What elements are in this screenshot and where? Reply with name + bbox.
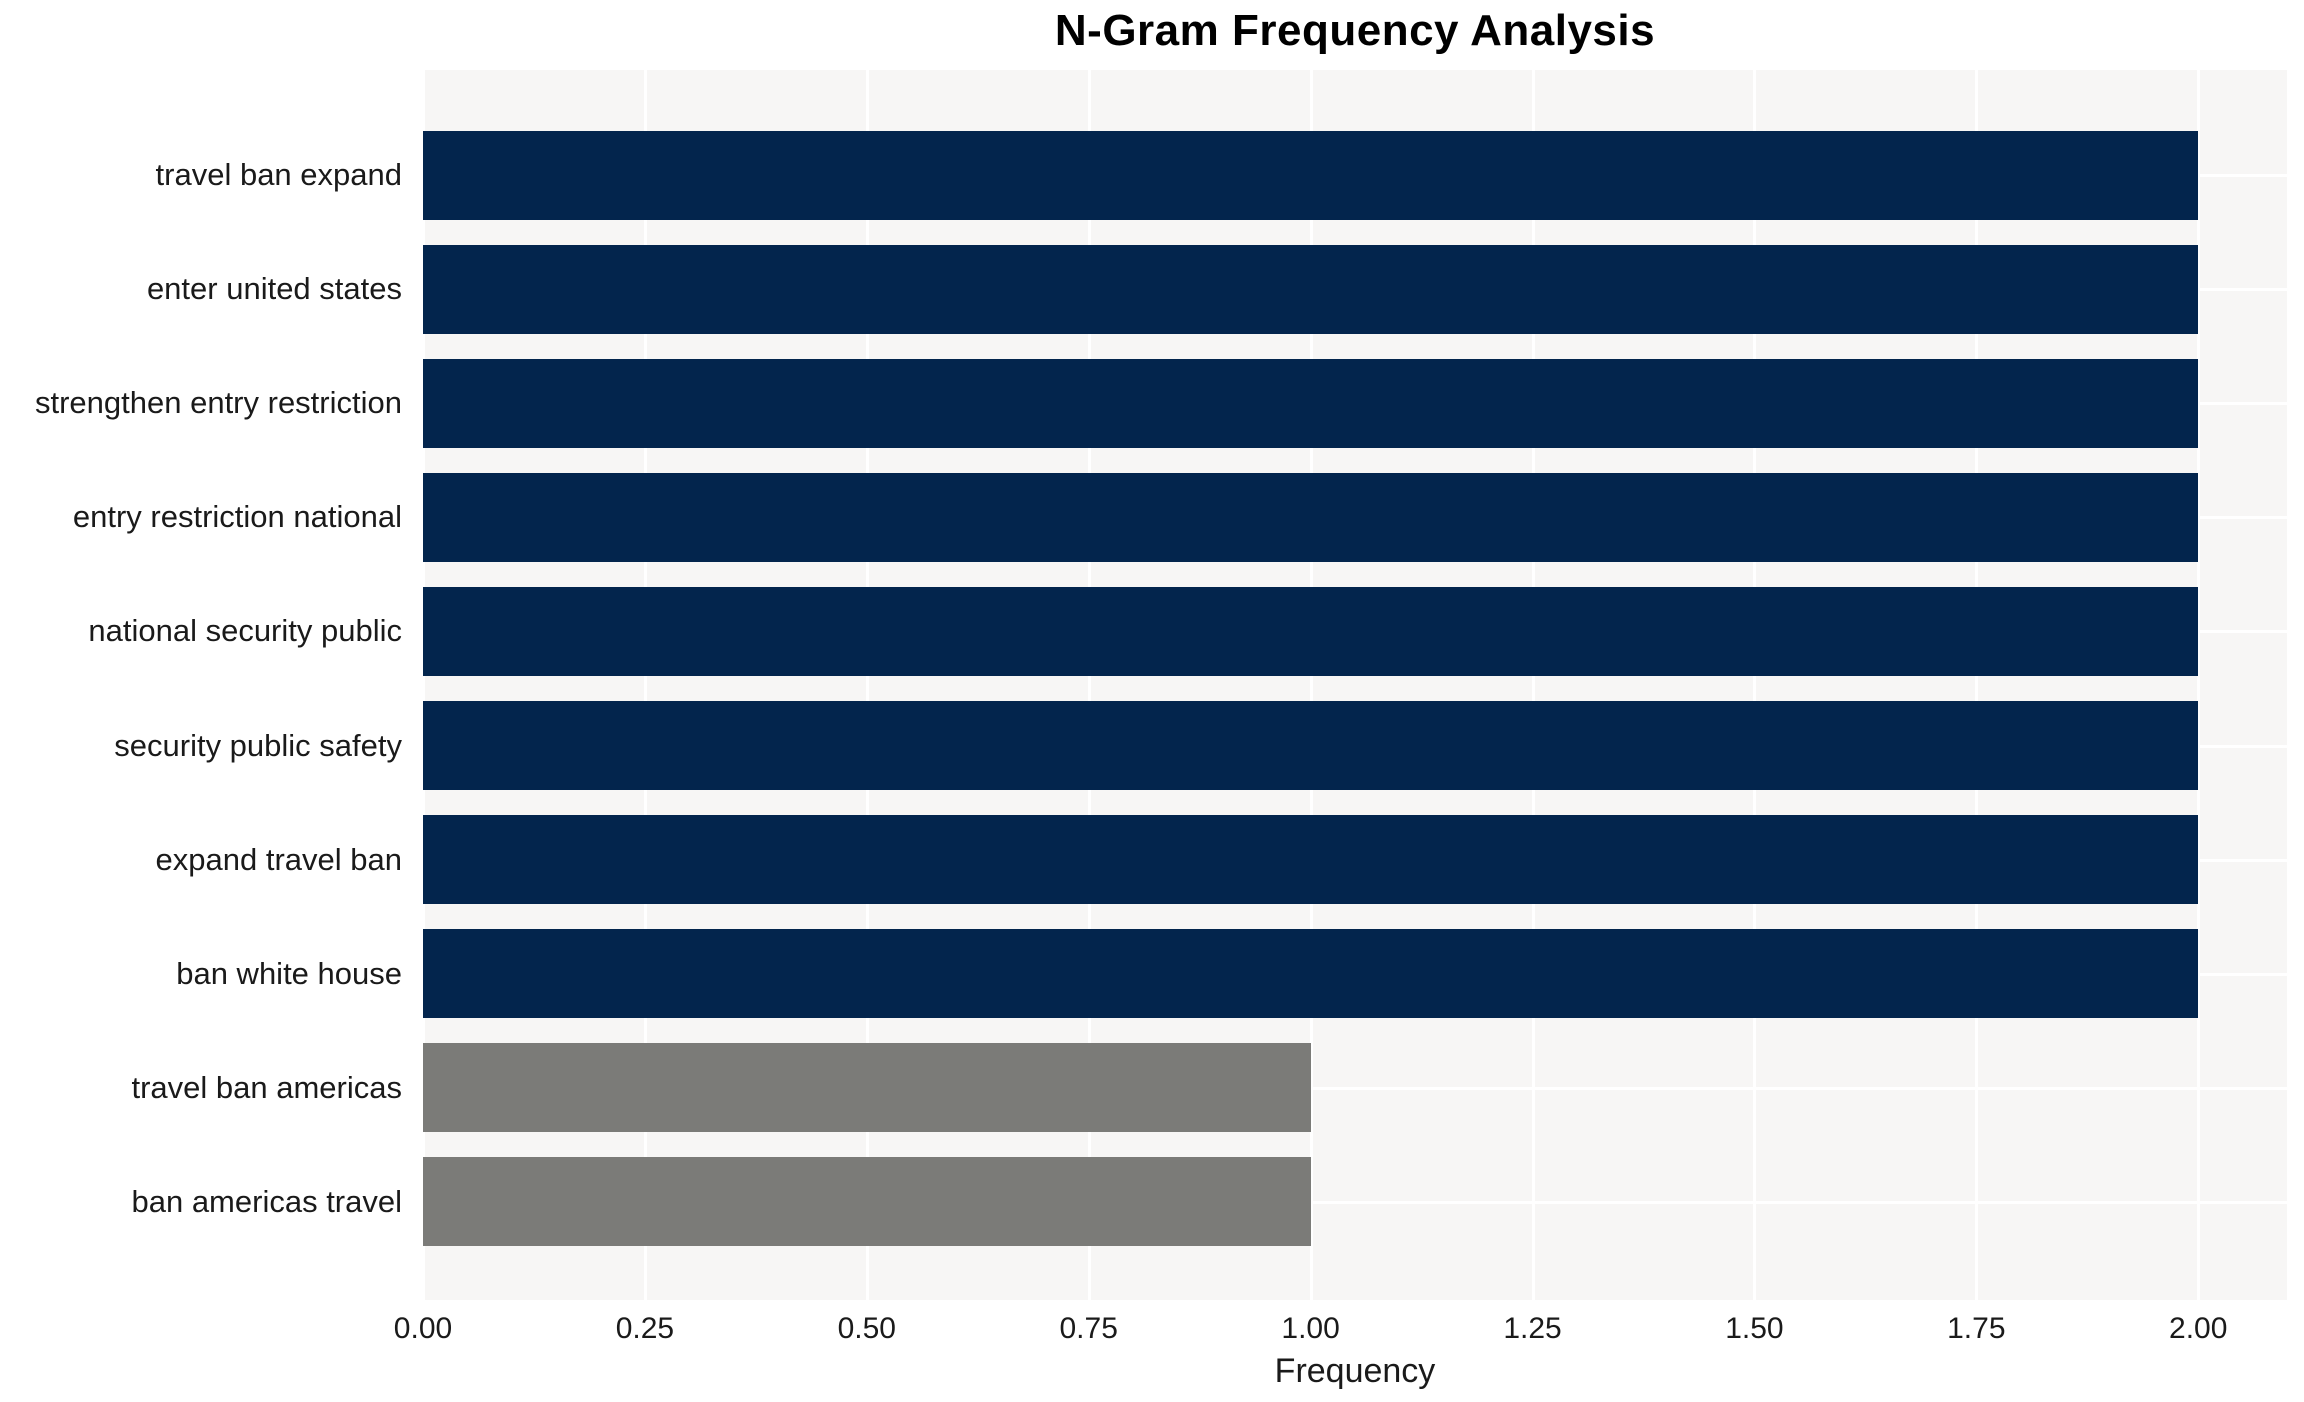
bar-enter-united-states xyxy=(423,244,2199,334)
y-tick-label: ban americas travel xyxy=(131,1183,402,1219)
x-tick-label: 0.25 xyxy=(615,1312,675,1345)
y-tick-label: entry restriction national xyxy=(72,499,402,535)
v-gridline xyxy=(1975,70,1979,1300)
v-gridline xyxy=(2197,70,2201,1300)
x-tick-label: 2.00 xyxy=(2169,1312,2228,1345)
bar-security-public-safety xyxy=(423,701,2199,790)
v-gridline xyxy=(1531,70,1535,1300)
x-axis-title: Frequency xyxy=(1274,1352,1436,1390)
plot-area xyxy=(422,70,2287,1300)
y-tick-label: security public safety xyxy=(114,727,402,763)
x-tick-label: 0.75 xyxy=(1059,1312,1118,1345)
x-tick-label: 1.75 xyxy=(1947,1312,2006,1345)
x-tick-label: 1.25 xyxy=(1503,1312,1562,1345)
bar-national-security-public xyxy=(423,586,2199,676)
bar-travel-ban-expand xyxy=(423,130,2199,220)
bar-entry-restriction-national xyxy=(423,472,2199,562)
bar-travel-ban-americas xyxy=(423,1043,1311,1133)
v-gridline xyxy=(422,70,425,1300)
y-tick-label: travel ban expand xyxy=(155,157,402,192)
chart-title: N-Gram Frequency Analysis xyxy=(1054,6,1656,55)
bar-strengthen-entry-restriction xyxy=(423,358,2199,448)
v-gridline xyxy=(865,70,869,1300)
y-tick-label: national security public xyxy=(88,613,402,649)
y-tick-label: travel ban americas xyxy=(131,1069,402,1105)
x-tick-label: 1.50 xyxy=(1725,1312,1784,1345)
v-gridline xyxy=(643,70,647,1300)
bar-ban-americas-travel xyxy=(423,1157,1311,1247)
y-tick-label: enter united states xyxy=(146,271,402,307)
bar-ban-white-house xyxy=(423,929,2199,1019)
x-tick-label: 0.00 xyxy=(393,1312,453,1345)
v-gridline xyxy=(1087,70,1091,1300)
y-tick-label: strengthen entry restriction xyxy=(34,385,402,421)
v-gridline xyxy=(1753,70,1757,1300)
y-tick-label: ban white house xyxy=(176,955,402,991)
y-tick-label: expand travel ban xyxy=(155,841,402,877)
v-gridline xyxy=(1309,70,1313,1300)
h-gridline xyxy=(423,1086,2287,1090)
x-tick-label: 1.00 xyxy=(1281,1312,1340,1345)
x-tick-label: 0.50 xyxy=(837,1312,896,1345)
h-gridline xyxy=(423,1200,2287,1204)
bar-expand-travel-ban xyxy=(423,815,2199,905)
